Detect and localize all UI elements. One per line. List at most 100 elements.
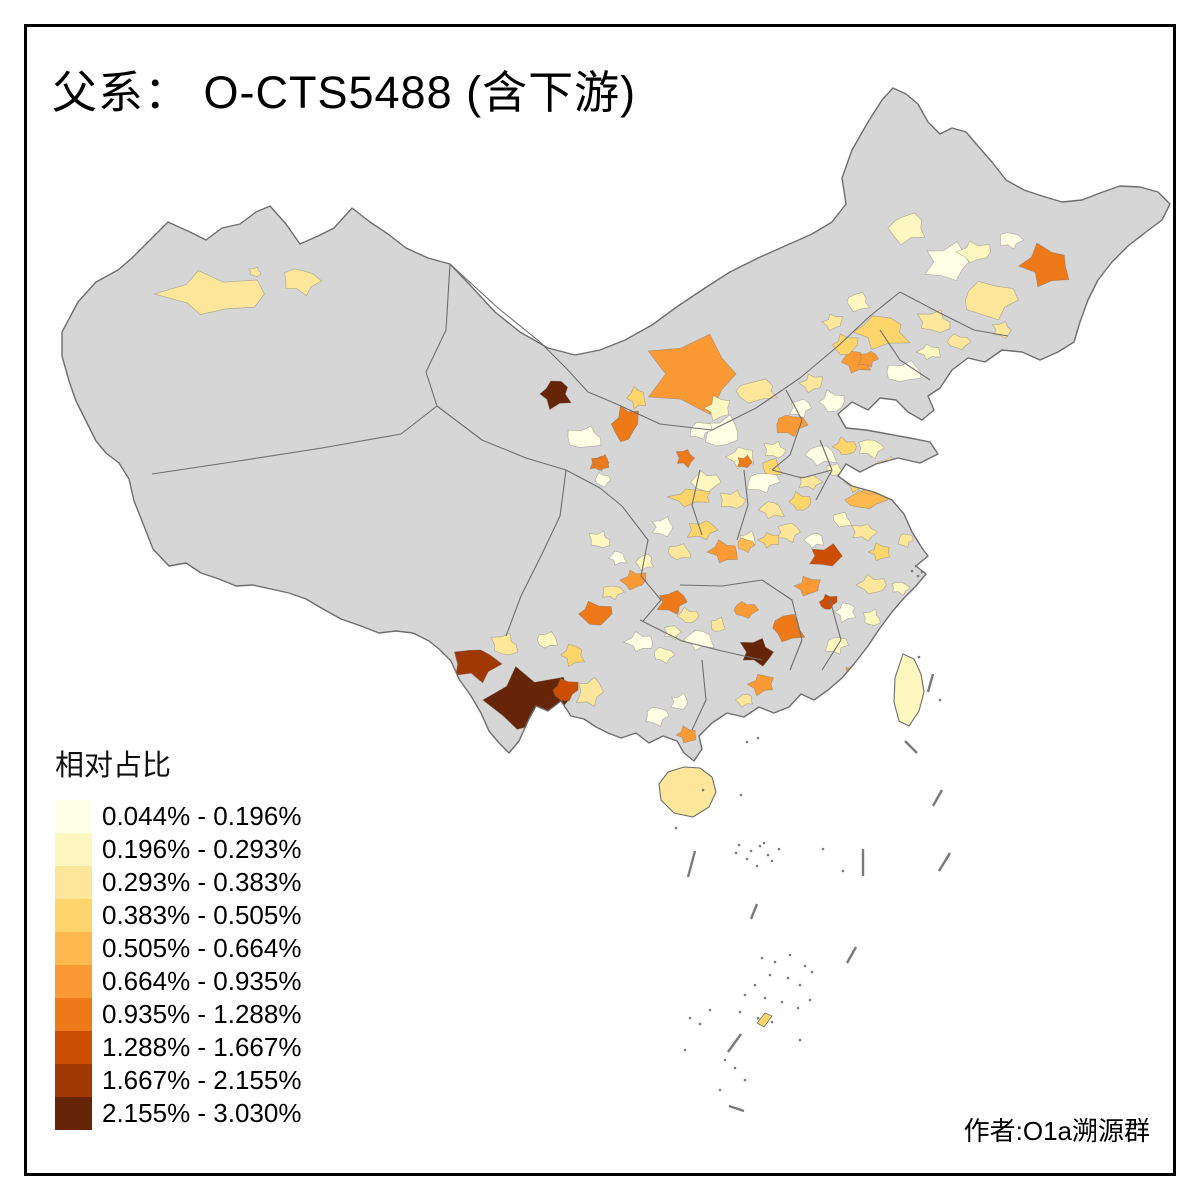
island-dot bbox=[755, 864, 759, 868]
island-dot bbox=[916, 574, 920, 578]
island-dot bbox=[733, 1066, 737, 1070]
figure-frame bbox=[24, 24, 1176, 1176]
prefecture-region bbox=[689, 421, 713, 440]
prefecture-region bbox=[675, 449, 696, 469]
prefecture-region bbox=[635, 553, 655, 572]
legend-swatch bbox=[55, 998, 92, 1031]
prefecture-region bbox=[798, 373, 824, 394]
taiwan-island bbox=[893, 653, 925, 727]
prefecture-region bbox=[651, 516, 674, 538]
prefecture-region bbox=[831, 333, 859, 356]
island-dot bbox=[701, 788, 705, 792]
legend-label: 0.383% - 0.505% bbox=[102, 900, 302, 930]
island-dot bbox=[773, 960, 777, 964]
prefecture-region bbox=[965, 281, 1019, 321]
prefecture-region bbox=[891, 581, 912, 597]
prefecture-region bbox=[284, 268, 323, 297]
prefecture-region bbox=[607, 550, 628, 566]
legend-swatch bbox=[55, 833, 92, 866]
prefecture-region bbox=[915, 343, 941, 361]
sea-dash bbox=[749, 903, 759, 920]
island-dot bbox=[738, 1010, 742, 1014]
prefecture-region bbox=[719, 489, 747, 509]
sea-dash bbox=[937, 852, 952, 872]
province-borders bbox=[151, 263, 1009, 731]
prefecture-region bbox=[808, 543, 843, 567]
island-dot bbox=[743, 1078, 747, 1082]
prefecture-region bbox=[834, 602, 857, 624]
islands bbox=[658, 653, 925, 1028]
island-dot bbox=[745, 857, 749, 861]
prefecture-region bbox=[788, 490, 812, 511]
prefecture-region bbox=[618, 569, 647, 591]
legend-label: 0.935% - 1.288% bbox=[102, 999, 302, 1029]
prefecture-region bbox=[1018, 242, 1070, 288]
legend-title: 相对占比 bbox=[55, 750, 172, 782]
prefecture-region bbox=[665, 488, 711, 508]
prefecture-region bbox=[897, 533, 914, 548]
prefecture-region bbox=[539, 380, 572, 411]
island-dot bbox=[683, 1048, 687, 1052]
island-dot bbox=[770, 859, 774, 863]
sea-dash bbox=[931, 789, 944, 807]
prefecture-region bbox=[552, 677, 579, 702]
prefecture-region bbox=[955, 240, 991, 264]
prefecture-region bbox=[757, 501, 785, 520]
legend-label: 2.155% - 3.030% bbox=[102, 1098, 302, 1128]
legend-row: 1.667% - 2.155% bbox=[55, 1064, 301, 1097]
legend-swatch bbox=[55, 1064, 92, 1097]
prefecture-region bbox=[818, 389, 845, 413]
legend-label: 0.044% - 0.196% bbox=[102, 801, 302, 831]
prefecture-region bbox=[736, 454, 753, 469]
prefecture-region bbox=[645, 707, 670, 727]
legend-row: 0.664% - 0.935% bbox=[55, 965, 301, 998]
island-dot bbox=[763, 996, 767, 1000]
prefecture-region bbox=[887, 212, 926, 246]
prefecture-region bbox=[704, 414, 738, 447]
island-dot bbox=[914, 564, 918, 568]
island-dot bbox=[708, 1008, 712, 1012]
prefecture-region bbox=[567, 425, 602, 448]
small-island bbox=[756, 1012, 773, 1028]
island-dot bbox=[788, 953, 792, 957]
prefecture-region bbox=[763, 440, 787, 459]
island-dot bbox=[798, 983, 802, 987]
sea-dash bbox=[904, 740, 918, 754]
legend-row: 0.505% - 0.664% bbox=[55, 932, 301, 965]
prefecture-region bbox=[656, 589, 688, 615]
legend-row: 0.383% - 0.505% bbox=[55, 899, 301, 932]
island-dot bbox=[796, 1006, 800, 1010]
prefecture-region bbox=[756, 532, 779, 549]
sea-boundary-dashes bbox=[674, 564, 952, 1113]
island-dot bbox=[803, 964, 807, 968]
prefecture-region bbox=[851, 523, 879, 542]
island-dot bbox=[718, 1088, 722, 1092]
prefecture-region bbox=[706, 539, 738, 564]
island-dot bbox=[762, 841, 766, 845]
sea-dash bbox=[728, 1104, 745, 1113]
legend: 相对占比 0.044% - 0.196% 0.196% - 0.293% 0.2… bbox=[55, 742, 301, 1130]
prefecture-region bbox=[739, 637, 775, 667]
prefecture-region bbox=[622, 630, 653, 653]
prefecture-region bbox=[575, 676, 604, 708]
island-dot bbox=[798, 1038, 802, 1042]
prefecture-region bbox=[803, 533, 825, 549]
prefecture-region bbox=[588, 530, 611, 548]
prefecture-region bbox=[670, 692, 689, 710]
prefecture-region bbox=[818, 593, 838, 610]
prefecture-region bbox=[153, 270, 265, 315]
island-dot bbox=[821, 847, 825, 851]
prefecture-region bbox=[886, 360, 922, 382]
island-dot bbox=[674, 826, 678, 830]
island-dot bbox=[734, 851, 738, 855]
legend-row: 0.293% - 0.383% bbox=[55, 866, 301, 899]
legend-label: 1.667% - 2.155% bbox=[102, 1065, 302, 1095]
hainan-island bbox=[658, 766, 717, 818]
prefecture-region bbox=[916, 309, 951, 333]
prefecture-region bbox=[625, 385, 647, 410]
prefecture-region bbox=[947, 333, 972, 351]
prefecture-region bbox=[821, 313, 844, 332]
map-title: 父系： O-CTS5488 (含下游) bbox=[52, 67, 637, 118]
prefecture-region bbox=[734, 693, 754, 708]
